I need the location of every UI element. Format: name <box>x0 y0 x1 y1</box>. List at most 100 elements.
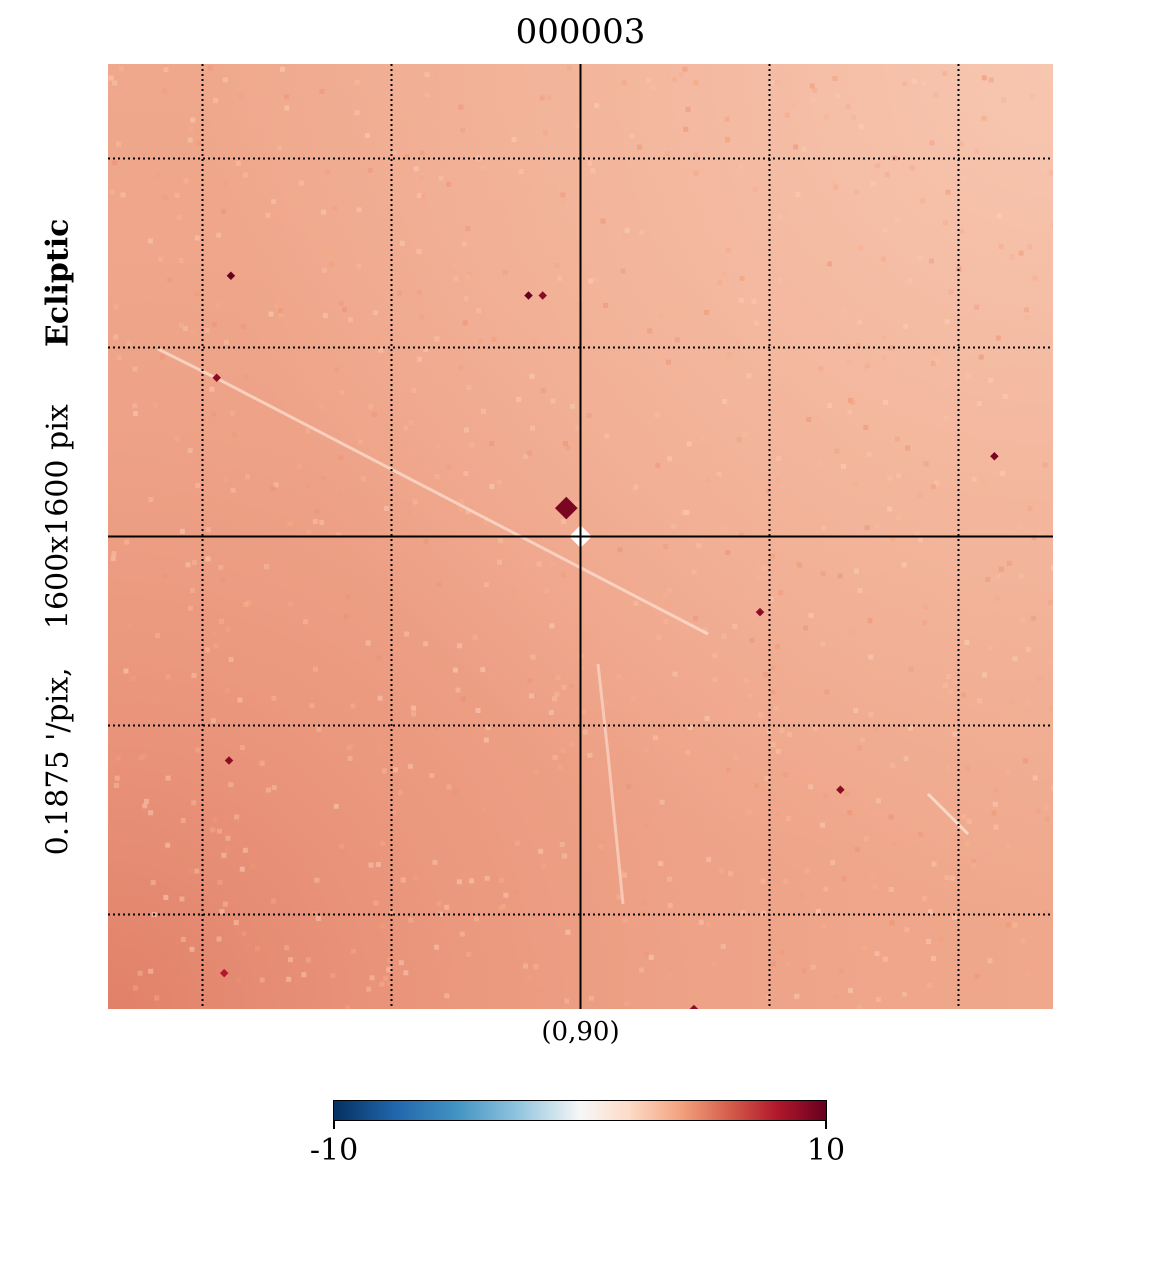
noise-pixel <box>142 753 148 759</box>
noise-pixel <box>965 373 971 379</box>
noise-pixel <box>424 92 430 98</box>
noise-pixel <box>241 931 247 937</box>
noise-pixel <box>110 556 116 562</box>
noise-pixel <box>1016 159 1022 164</box>
noise-pixel <box>974 136 979 142</box>
noise-pixel <box>587 752 593 758</box>
noise-pixel <box>220 577 226 583</box>
noise-pixel <box>712 653 718 659</box>
noise-pixel <box>783 878 789 884</box>
noise-pixel <box>881 354 887 360</box>
noise-pixel <box>400 877 406 883</box>
noise-pixel <box>466 384 472 390</box>
noise-pixel <box>475 708 481 713</box>
noise-pixel <box>633 600 639 606</box>
noise-pixel <box>994 595 1000 601</box>
noise-pixel <box>841 463 846 469</box>
noise-pixel <box>366 986 372 992</box>
noise-pixel <box>1024 315 1030 320</box>
noise-pixel <box>1044 816 1050 822</box>
noise-pixel <box>872 884 878 890</box>
noise-pixel <box>302 436 308 442</box>
noise-pixel <box>230 487 236 493</box>
noise-pixel <box>213 643 219 649</box>
noise-pixel <box>188 605 193 611</box>
noise-pixel <box>474 916 479 922</box>
noise-pixel <box>456 879 462 885</box>
noise-pixel <box>631 696 636 702</box>
noise-pixel <box>273 482 279 488</box>
noise-pixel <box>234 814 240 820</box>
noise-pixel <box>720 944 726 950</box>
noise-pixel <box>917 255 923 261</box>
hot-spot <box>538 291 547 300</box>
noise-pixel <box>413 875 419 880</box>
resolution-label: 0.1875 '/pix, <box>40 667 76 856</box>
noise-pixel <box>725 550 731 555</box>
noise-pixel <box>469 878 475 884</box>
noise-pixel <box>861 945 867 951</box>
noise-pixel <box>812 87 818 93</box>
noise-pixel <box>778 590 784 596</box>
noise-pixel <box>1020 617 1025 623</box>
noise-pixel <box>594 103 600 109</box>
noise-pixel <box>706 922 711 928</box>
noise-pixel <box>927 703 933 709</box>
noise-pixel <box>866 574 872 580</box>
map-heatmap <box>108 64 1053 1009</box>
noise-pixel <box>342 307 348 313</box>
hot-spot <box>836 785 845 795</box>
noise-pixel <box>430 811 436 816</box>
noise-pixel <box>726 767 731 773</box>
noise-pixel <box>337 492 343 498</box>
noise-pixel <box>557 275 563 281</box>
noise-pixel <box>152 402 158 408</box>
noise-pixel <box>354 79 360 85</box>
noise-pixel <box>706 477 712 483</box>
noise-pixel <box>118 65 124 71</box>
noise-pixel <box>704 309 710 315</box>
noise-pixel <box>964 640 970 645</box>
noise-pixel <box>185 562 191 568</box>
noise-pixel <box>555 675 561 681</box>
noise-pixel <box>881 335 887 341</box>
noise-pixel <box>148 497 154 502</box>
noise-pixel <box>761 910 766 916</box>
noise-pixel <box>194 235 200 241</box>
noise-pixel <box>379 923 385 929</box>
noise-pixel <box>221 852 227 858</box>
noise-pixel <box>126 340 132 346</box>
noise-pixel <box>500 904 506 909</box>
noise-pixel <box>884 172 890 178</box>
noise-pixel <box>644 747 650 752</box>
noise-pixel <box>945 189 951 195</box>
noise-pixel <box>923 604 928 610</box>
noise-pixel <box>773 705 779 711</box>
noise-pixel <box>498 538 504 544</box>
noise-pixel <box>458 507 464 513</box>
noise-pixel <box>943 415 949 421</box>
noise-pixel <box>560 748 566 754</box>
noise-pixel <box>678 72 684 78</box>
hot-spot <box>755 607 765 617</box>
noise-pixel <box>961 692 967 698</box>
noise-pixel <box>623 917 628 923</box>
noise-pixel <box>303 619 308 625</box>
noise-pixel <box>147 302 153 308</box>
noise-pixel <box>960 175 966 181</box>
noise-pixel <box>896 473 902 479</box>
noise-pixel <box>195 482 201 488</box>
noise-pixel <box>852 481 858 486</box>
noise-pixel <box>1024 307 1029 313</box>
noise-pixel <box>550 398 556 404</box>
noise-pixel <box>693 615 698 621</box>
noise-pixel <box>416 249 422 255</box>
noise-pixel <box>844 486 850 492</box>
noise-pixel <box>1037 531 1043 537</box>
noise-pixel <box>498 905 504 911</box>
noise-pixel <box>765 488 771 494</box>
colorbar-tick-min <box>333 1121 335 1129</box>
noise-pixel <box>1032 275 1038 281</box>
noise-pixel <box>1012 656 1018 662</box>
noise-pixel <box>738 297 744 303</box>
